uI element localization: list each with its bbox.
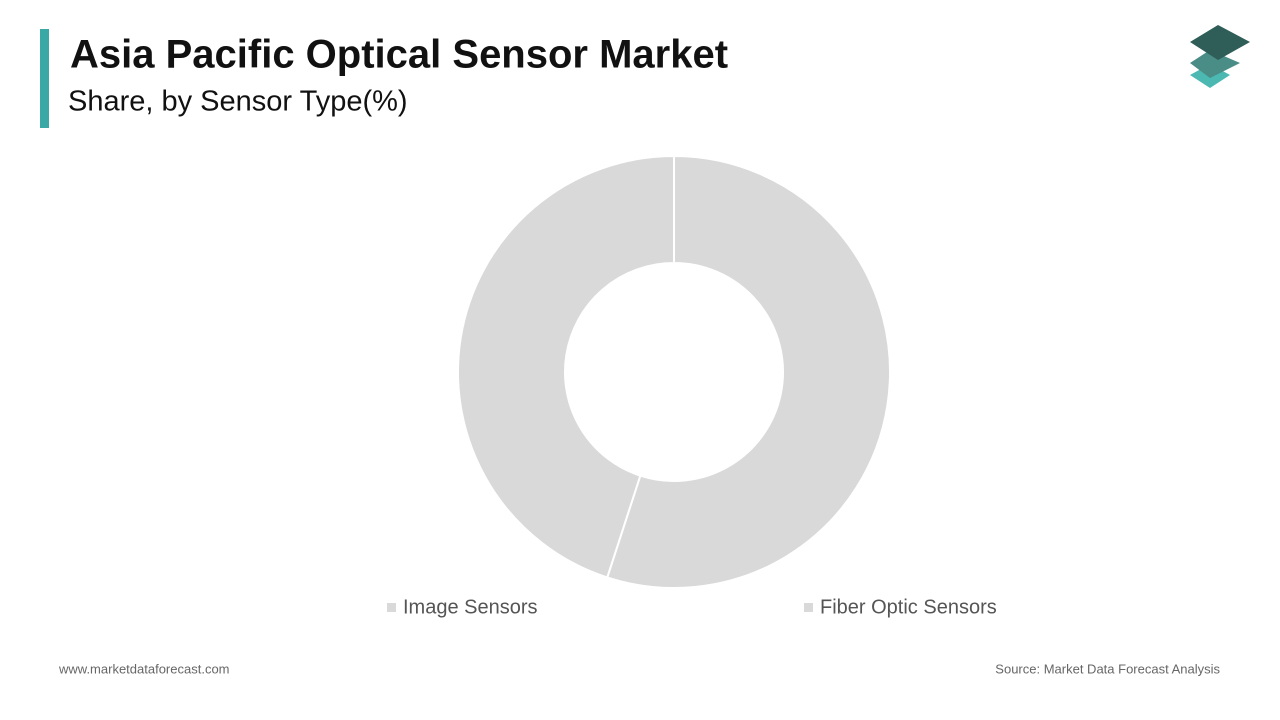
donut-segment xyxy=(605,154,891,589)
title-accent xyxy=(40,29,49,128)
donut-segment xyxy=(457,154,675,579)
legend-swatch xyxy=(387,603,396,612)
website: www.marketdataforecast.com xyxy=(58,661,230,676)
logo xyxy=(1190,25,1250,88)
source: Source: Market Data Forecast Analysis xyxy=(995,661,1220,676)
chart-title: Asia Pacific Optical Sensor Market xyxy=(70,33,728,77)
chart-subtitle: Share, by Sensor Type(%) xyxy=(68,86,408,118)
legend-swatch xyxy=(804,603,813,612)
legend-label: Fiber Optic Sensors xyxy=(820,596,997,618)
legend-label: Image Sensors xyxy=(403,596,538,618)
